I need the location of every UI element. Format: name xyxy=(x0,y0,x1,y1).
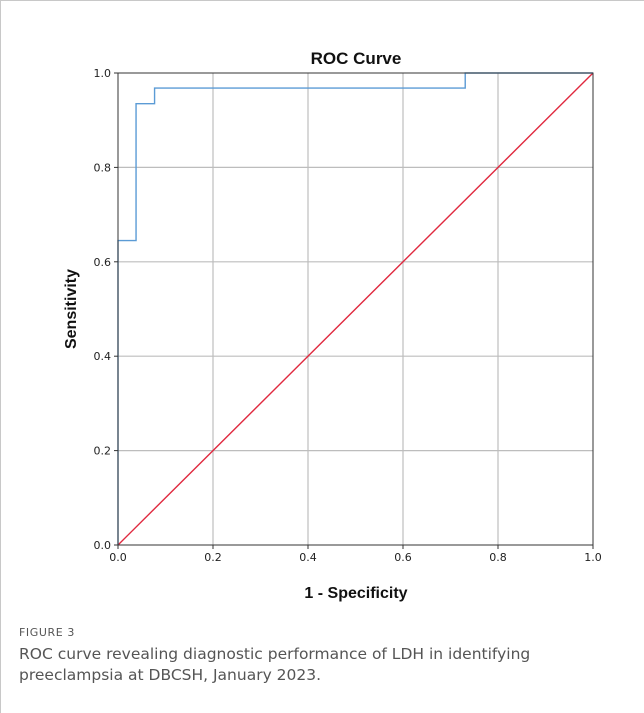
x-axis-ticks: 0.0 0.2 0.4 0.6 0.8 1.0 xyxy=(109,545,602,564)
x-tick-label: 0.2 xyxy=(204,551,222,564)
y-tick-label: 0.0 xyxy=(94,539,112,552)
roc-chart: ROC Curve 0.0 0.2 0.4 0.6 0.8 1.0 0.00.20.40.… xyxy=(63,49,602,602)
y-tick-label: 0.4 xyxy=(94,350,112,363)
y-tick-label: 0.6 xyxy=(94,256,112,269)
x-tick-label: 0.0 xyxy=(109,551,127,564)
figure-caption: ROC curve revealing diagnostic performan… xyxy=(19,645,531,684)
y-tick-label: 0.2 xyxy=(94,445,112,458)
figure-label: FIGURE 3 xyxy=(19,626,76,639)
x-tick-label: 0.4 xyxy=(299,551,317,564)
y-axis-label: Sensitivity xyxy=(63,269,80,349)
y-axis-ticks: 0.0 0.2 0.4 0.6 0.8 1.0 xyxy=(94,67,118,552)
plot-area xyxy=(117,72,594,546)
x-axis-label: 1 - Specificity xyxy=(304,585,407,602)
x-tick-label: 1.0 xyxy=(584,551,602,564)
x-tick-label: 0.8 xyxy=(489,551,507,564)
series-group xyxy=(117,72,593,545)
reference-diagonal-line xyxy=(117,72,594,546)
y-tick-label: 0.8 xyxy=(94,161,112,174)
y-tick-label: 1.0 xyxy=(94,67,112,80)
x-tick-label: 0.6 xyxy=(394,551,412,564)
grid-lines xyxy=(118,73,593,545)
reference-line-group xyxy=(117,72,594,546)
chart-title: ROC Curve xyxy=(311,49,402,68)
roc-curve-line xyxy=(117,72,593,545)
